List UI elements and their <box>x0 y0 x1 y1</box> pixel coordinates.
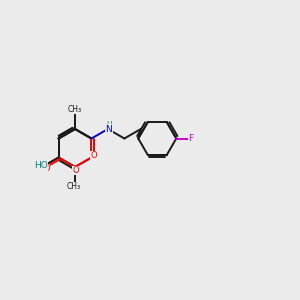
Text: O: O <box>43 164 50 173</box>
Text: O: O <box>90 151 97 160</box>
Text: O: O <box>73 166 79 175</box>
Text: CH₃: CH₃ <box>67 182 81 191</box>
Text: HO: HO <box>34 161 47 170</box>
Text: H: H <box>106 121 112 130</box>
Text: N: N <box>106 124 112 134</box>
Text: F: F <box>188 134 193 143</box>
Text: CH₃: CH₃ <box>68 105 82 114</box>
